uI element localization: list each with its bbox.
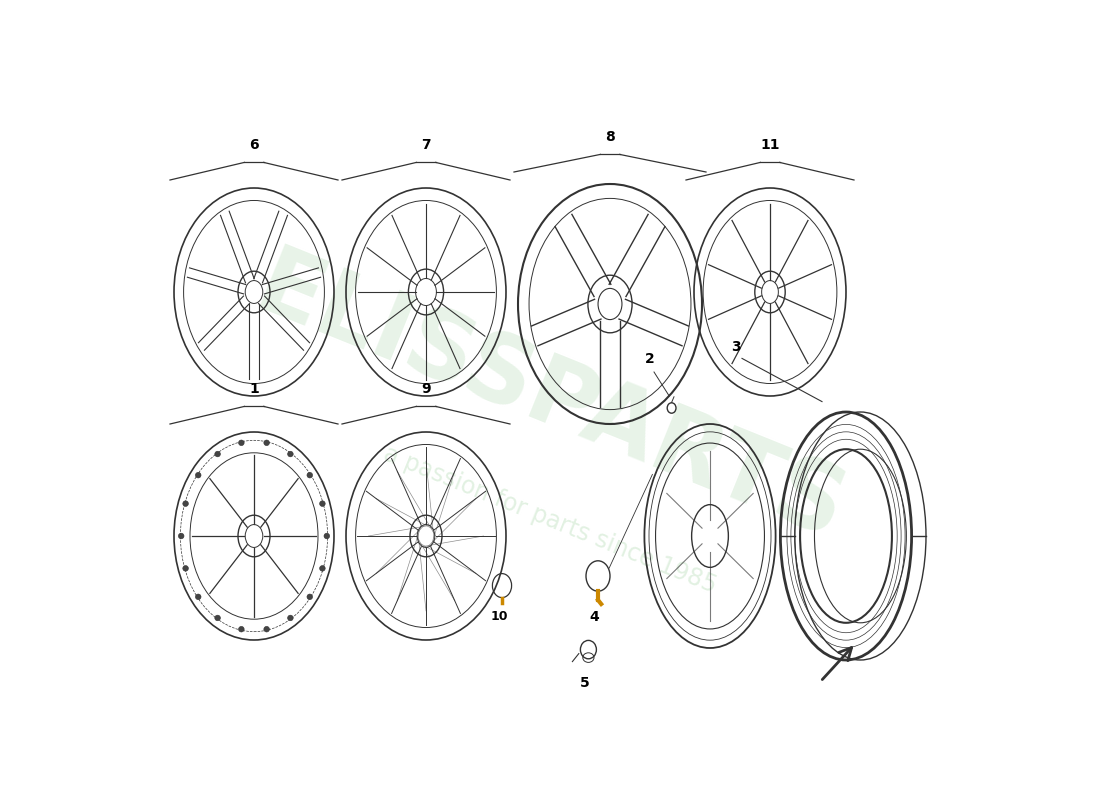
Text: 9: 9 — [421, 382, 431, 396]
Text: 1: 1 — [249, 382, 258, 396]
Ellipse shape — [307, 594, 312, 600]
Ellipse shape — [239, 440, 244, 446]
Text: 7: 7 — [421, 138, 431, 152]
Ellipse shape — [183, 501, 188, 506]
Ellipse shape — [183, 566, 188, 571]
Text: 11: 11 — [760, 138, 780, 152]
Text: ELISSPARTS: ELISSPARTS — [242, 240, 858, 560]
Ellipse shape — [196, 472, 201, 478]
Ellipse shape — [287, 451, 294, 457]
Text: 6: 6 — [250, 138, 258, 152]
Ellipse shape — [320, 501, 326, 506]
Ellipse shape — [239, 626, 244, 632]
Text: 2: 2 — [645, 352, 654, 366]
Text: a passion for parts since 1985: a passion for parts since 1985 — [379, 442, 720, 598]
Ellipse shape — [264, 626, 270, 632]
Ellipse shape — [178, 533, 184, 539]
Ellipse shape — [287, 615, 294, 621]
Ellipse shape — [214, 451, 220, 457]
Ellipse shape — [264, 440, 270, 446]
Text: 10: 10 — [491, 610, 508, 622]
Ellipse shape — [196, 594, 201, 600]
Ellipse shape — [214, 615, 220, 621]
Text: 4: 4 — [590, 610, 598, 624]
Ellipse shape — [320, 566, 326, 571]
Text: 3: 3 — [732, 339, 741, 354]
Ellipse shape — [307, 472, 312, 478]
Text: 5: 5 — [580, 676, 590, 690]
Text: 8: 8 — [605, 130, 615, 144]
Ellipse shape — [324, 533, 330, 539]
